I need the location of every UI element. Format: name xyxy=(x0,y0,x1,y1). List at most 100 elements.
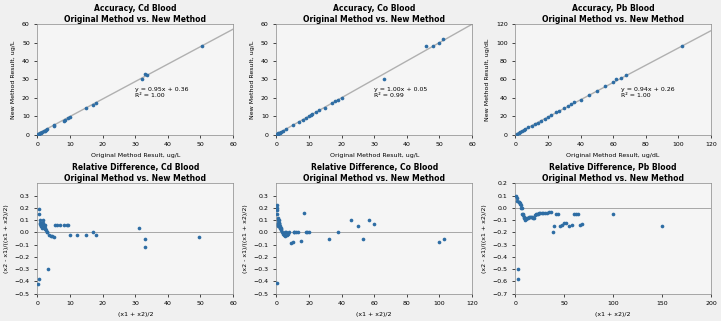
Point xyxy=(36,225,48,230)
Point xyxy=(297,117,309,122)
Point xyxy=(545,209,557,214)
Point xyxy=(35,224,47,229)
Point xyxy=(280,126,292,132)
Point xyxy=(517,212,528,217)
Point xyxy=(574,222,585,228)
Point xyxy=(274,225,286,230)
Point xyxy=(570,212,582,217)
Point xyxy=(363,218,375,223)
Point xyxy=(273,220,285,225)
Point xyxy=(275,226,287,231)
Point xyxy=(37,220,49,225)
Point xyxy=(310,109,322,114)
Point xyxy=(304,114,315,119)
Point xyxy=(58,222,69,228)
Point xyxy=(568,212,580,217)
Point xyxy=(568,100,580,105)
Point xyxy=(38,224,50,229)
Point xyxy=(534,210,546,215)
Point xyxy=(133,225,144,230)
Point xyxy=(518,213,529,218)
Point xyxy=(275,129,287,134)
X-axis label: (x1 + x2)/2: (x1 + x2)/2 xyxy=(596,312,631,317)
Point xyxy=(420,44,432,49)
Point xyxy=(64,232,76,238)
Point xyxy=(529,213,541,218)
Point xyxy=(514,201,526,206)
Point xyxy=(319,105,331,110)
Point xyxy=(273,220,285,225)
Point xyxy=(513,266,524,272)
Point xyxy=(271,280,283,285)
Point xyxy=(512,276,523,282)
Point xyxy=(521,215,533,220)
Point xyxy=(63,116,74,121)
Point xyxy=(313,107,324,112)
Point xyxy=(34,218,45,223)
Point xyxy=(326,101,337,106)
Point xyxy=(621,72,632,77)
Point xyxy=(287,240,298,245)
Point xyxy=(49,123,61,128)
Point xyxy=(427,44,438,49)
Point xyxy=(141,73,152,78)
Point xyxy=(304,230,315,235)
Point xyxy=(541,210,552,215)
Point xyxy=(379,76,390,81)
Point xyxy=(511,195,523,201)
Point xyxy=(554,224,566,229)
Point xyxy=(63,222,74,228)
Point xyxy=(518,127,529,133)
Point xyxy=(512,198,523,203)
Point xyxy=(281,232,293,238)
Point xyxy=(139,71,151,76)
Point xyxy=(273,131,285,136)
Point xyxy=(90,100,102,106)
Point xyxy=(300,230,311,235)
Point xyxy=(532,212,544,217)
Point xyxy=(39,128,50,133)
Point xyxy=(272,218,283,223)
Title: Relative Difference, Pb Blood
Original Method vs. New Method: Relative Difference, Pb Blood Original M… xyxy=(542,163,684,183)
Y-axis label: New Method Result, ug/L: New Method Result, ug/L xyxy=(250,40,255,119)
Point xyxy=(510,193,522,198)
Point xyxy=(676,44,687,49)
Point xyxy=(193,235,205,240)
Point xyxy=(48,123,60,128)
Point xyxy=(277,128,288,134)
Point xyxy=(87,102,99,107)
Point xyxy=(273,218,285,223)
Point xyxy=(59,117,71,122)
Point xyxy=(546,113,557,118)
Point xyxy=(40,127,51,133)
Point xyxy=(40,227,51,232)
Point xyxy=(515,129,526,134)
Point xyxy=(332,230,344,235)
Point xyxy=(39,225,50,230)
Point xyxy=(287,123,298,128)
Point xyxy=(566,222,578,228)
Point xyxy=(438,236,450,241)
Point xyxy=(283,230,295,235)
Title: Relative Difference, Co Blood
Original Method vs. New Method: Relative Difference, Co Blood Original M… xyxy=(304,163,446,183)
Point xyxy=(599,83,611,88)
Point xyxy=(559,105,570,110)
Point xyxy=(271,205,283,211)
X-axis label: Original Method Result, ug/dL: Original Method Result, ug/dL xyxy=(567,153,660,158)
Point xyxy=(48,235,60,240)
Point xyxy=(273,131,284,136)
Point xyxy=(35,220,46,225)
Point xyxy=(90,232,102,238)
Point xyxy=(51,222,63,228)
Point xyxy=(557,222,568,228)
Point xyxy=(292,230,304,235)
Point xyxy=(272,215,283,220)
Point xyxy=(513,199,525,204)
Point xyxy=(516,205,527,211)
Point xyxy=(288,230,300,235)
Point xyxy=(274,225,286,230)
Point xyxy=(572,212,584,217)
Point xyxy=(521,216,532,221)
Point xyxy=(35,130,46,135)
Point xyxy=(278,232,290,238)
